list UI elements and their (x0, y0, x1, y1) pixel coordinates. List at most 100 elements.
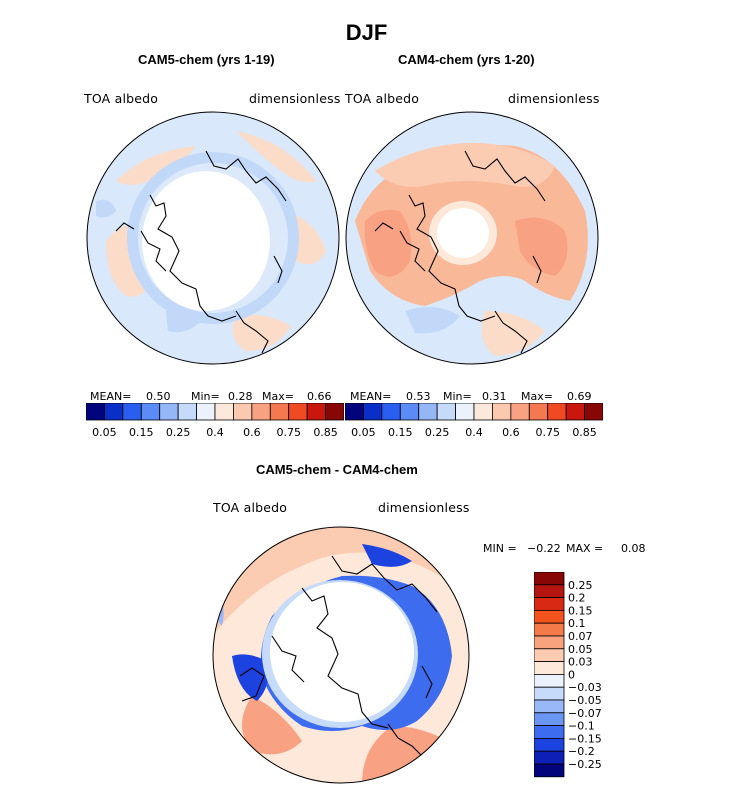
colorbar-cam4-swatch (528, 403, 549, 421)
colorbar-cam4-tick-label: 0.4 (465, 426, 483, 439)
colorbar-cam5-tick-label: 0.25 (166, 426, 191, 439)
colorbar-cam4: 0.050.150.250.40.60.750.850.95 (345, 403, 603, 439)
colorbar-cam4-swatch (547, 403, 567, 421)
panel1-min: 0.28 (228, 390, 253, 403)
diff-max-label: MAX = (566, 542, 604, 555)
figure-title: DJF (345, 20, 388, 45)
colorbar-difference-swatch (534, 686, 565, 701)
colorbar-difference-swatch (534, 712, 565, 727)
colorbar-difference-swatch (534, 725, 565, 739)
panel1-min-label: Min= (191, 390, 220, 403)
colorbar-cam5-swatch (306, 403, 326, 421)
colorbar-cam5-swatch (288, 403, 308, 421)
panel2-title: CAM4-chem (yrs 1-20) (398, 52, 535, 67)
colorbar-cam5-swatch (269, 403, 290, 421)
colorbar-cam4-swatch (565, 403, 585, 421)
colorbar-cam5-swatch (233, 403, 253, 421)
map2-patch (481, 311, 545, 356)
colorbar-cam5-swatch (196, 403, 216, 421)
colorbar-difference-swatch (534, 635, 565, 650)
colorbar-cam4-swatch (345, 403, 364, 421)
colorbar-difference-swatch (534, 750, 565, 765)
colorbar-difference-tick-label: 0.15 (568, 604, 593, 617)
colorbar-cam5: 0.050.150.250.40.60.750.850.95 (86, 403, 344, 439)
colorbar-cam5-tick-label: 0.05 (92, 426, 117, 439)
colorbar-difference-swatch (534, 622, 565, 637)
colorbar-difference-swatch (534, 737, 565, 752)
colorbar-cam5-swatch (214, 403, 234, 421)
colorbar-cam5-tick-label: 0.75 (276, 426, 301, 439)
colorbar-difference-tick-label: 0.03 (568, 656, 593, 669)
colorbar-cam4-tick-label: 0.85 (572, 426, 597, 439)
colorbar-cam4-swatch (584, 403, 603, 421)
colorbar-cam4-tick-label: 0.05 (351, 426, 376, 439)
colorbar-difference-tick-label: −0.03 (568, 681, 602, 694)
colorbar-difference-tick-label: −0.25 (568, 758, 602, 771)
map2-patch (364, 209, 412, 277)
diff-units: dimensionless (378, 500, 470, 515)
colorbar-difference-tick-label: −0.05 (568, 694, 602, 707)
colorbar-cam5-swatch (86, 403, 105, 421)
map3-missing-region (270, 582, 414, 722)
map2-patch (375, 142, 555, 187)
panel1-mean-label: MEAN= (90, 390, 132, 403)
colorbar-cam5-swatch (104, 403, 124, 421)
colorbar-cam4-swatch (436, 403, 456, 421)
panel2-max: 0.69 (567, 390, 592, 403)
map2-patch (515, 217, 568, 276)
colorbar-difference: 0.250.20.150.10.070.050.030−0.03−0.05−0.… (534, 572, 602, 778)
colorbar-cam4-tick-label: 0.75 (535, 426, 560, 439)
colorbar-cam5-swatch (251, 403, 271, 421)
colorbar-cam4-swatch (510, 403, 530, 421)
colorbar-difference-tick-label: −0.1 (568, 720, 595, 733)
map1-patch (232, 314, 291, 351)
panel2-mean: 0.53 (406, 390, 431, 403)
colorbar-difference-swatch (534, 661, 565, 675)
colorbar-cam5-swatch (325, 403, 344, 421)
panel1-max-label: Max= (262, 390, 294, 403)
colorbar-cam5-swatch (177, 403, 197, 421)
colorbar-cam4-swatch (473, 403, 493, 421)
colorbar-difference-tick-label: 0.07 (568, 630, 593, 643)
colorbar-cam5-swatch (122, 403, 142, 421)
colorbar-cam4-swatch (418, 403, 438, 421)
map2-border (345, 111, 599, 365)
colorbar-difference-tick-label: −0.07 (568, 707, 602, 720)
map-cam5 (86, 111, 340, 365)
colorbar-cam5-tick-label: 0.15 (129, 426, 154, 439)
map3-patch (242, 696, 302, 755)
colorbar-difference-swatch (534, 648, 565, 663)
map1-patch (116, 146, 196, 185)
colorbar-cam5-tick-label: 0.6 (243, 426, 261, 439)
panel2-units: dimensionless (508, 91, 600, 106)
diff-min-label: MIN = (483, 542, 517, 555)
map-difference (212, 526, 470, 784)
colorbar-difference-swatch (534, 763, 565, 778)
map1-coastlines (115, 150, 287, 354)
colorbar-difference-swatch (534, 610, 565, 624)
map1-missing-region (142, 171, 270, 311)
map3-patch (362, 544, 412, 567)
panel2-max-label: Max= (521, 390, 553, 403)
map1-patch (236, 131, 316, 183)
colorbar-difference-tick-label: 0.25 (568, 579, 593, 592)
colorbar-difference-tick-label: 0 (568, 668, 575, 681)
panel1-title: CAM5-chem (yrs 1-19) (138, 52, 275, 67)
colorbar-difference-swatch (534, 699, 565, 714)
panel1-variable: TOA albedo (84, 91, 159, 106)
colorbar-difference-swatch (534, 572, 565, 586)
panel2-min: 0.31 (482, 390, 507, 403)
diff-min: −0.22 (527, 542, 561, 555)
colorbar-difference-tick-label: 0.05 (568, 643, 593, 656)
colorbar-difference-swatch (534, 584, 565, 599)
colorbar-difference-swatch (534, 597, 565, 611)
colorbar-cam5-tick-label: 0.85 (313, 426, 338, 439)
colorbar-cam4-tick-label: 0.6 (502, 426, 520, 439)
panel2-mean-label: MEAN= (350, 390, 392, 403)
map3-patch (213, 527, 469, 636)
colorbar-difference-tick-label: −0.15 (568, 732, 602, 745)
colorbar-difference-swatch (534, 674, 565, 688)
panel2-min-label: Min= (443, 390, 472, 403)
colorbar-cam5-tick-label: 0.4 (206, 426, 224, 439)
colorbar-cam4-swatch (363, 403, 383, 421)
